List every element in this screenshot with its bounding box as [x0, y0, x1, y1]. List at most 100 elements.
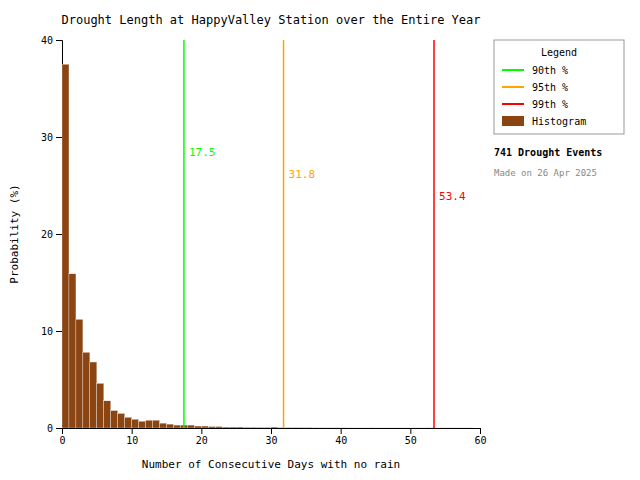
- bar: [250, 427, 257, 428]
- title: Drought Length at HappyValley Station ov…: [61, 13, 480, 27]
- bar: [264, 427, 271, 428]
- legend-swatch: [502, 69, 524, 71]
- legend-swatch: [502, 116, 524, 126]
- bar: [104, 401, 111, 428]
- legend: Legend 90th % 95th % 99th % Histogram: [494, 40, 624, 134]
- percentile-label: 31.8: [289, 168, 316, 181]
- y-tick: 30: [41, 132, 62, 143]
- percentile-line: [183, 40, 185, 428]
- percentile-label: 17.5: [189, 146, 216, 159]
- chart: 010203040506001020304017.531.853.4Drough…: [0, 0, 640, 480]
- y-tick-mark: [56, 137, 62, 138]
- bar: [369, 427, 376, 428]
- bar: [76, 319, 83, 428]
- x-tick: 40: [335, 428, 347, 446]
- y-tick: 0: [47, 423, 62, 434]
- bar: [97, 383, 104, 428]
- x-tick-mark: [410, 428, 411, 434]
- legend-item: 99th %: [502, 99, 568, 110]
- bar: [327, 427, 334, 428]
- legend-item: Histogram: [502, 116, 586, 127]
- legend-item: 90th %: [502, 65, 568, 76]
- bar: [201, 426, 208, 428]
- percentile-line: [283, 40, 285, 428]
- x-tick-label: 0: [59, 435, 65, 446]
- bar: [194, 426, 201, 428]
- bar: [292, 427, 299, 428]
- x-tick-mark: [132, 428, 133, 434]
- bar: [362, 427, 369, 428]
- x-tick: 50: [405, 428, 417, 446]
- bar: [410, 427, 417, 428]
- bar: [417, 427, 424, 428]
- x-axis: 0102030405060: [59, 428, 486, 446]
- x-tick-label: 60: [474, 435, 486, 446]
- bar: [118, 413, 125, 428]
- x-tick: 60: [474, 428, 486, 446]
- bar: [257, 427, 264, 428]
- bar: [208, 427, 215, 428]
- legend-item: 95th %: [502, 82, 568, 93]
- y-tick-mark: [56, 234, 62, 235]
- y-tick-label: 0: [47, 423, 53, 434]
- legend-label: 90th %: [532, 65, 568, 76]
- x-axis-line: [63, 429, 481, 435]
- bar: [438, 427, 445, 428]
- bar: [160, 423, 167, 428]
- bar: [125, 417, 132, 428]
- x-axis-title: Number of Consecutive Days with no rain: [142, 458, 400, 471]
- bar: [341, 427, 348, 428]
- bar: [452, 427, 459, 428]
- bar: [173, 425, 180, 428]
- x-tick-mark: [480, 428, 481, 434]
- bar: [466, 427, 473, 428]
- x-tick: 30: [265, 428, 277, 446]
- bar: [396, 427, 403, 428]
- bar: [306, 427, 313, 428]
- x-tick: 20: [196, 428, 208, 446]
- bar: [69, 274, 76, 428]
- bar: [355, 427, 362, 428]
- plot-area: 010203040506001020304017.531.853.4: [41, 35, 487, 446]
- marks: [62, 40, 473, 428]
- bar: [90, 362, 97, 428]
- bar: [222, 427, 229, 428]
- legend-title: Legend: [541, 47, 577, 58]
- x-tick-label: 50: [405, 435, 417, 446]
- y-tick-mark: [56, 40, 62, 41]
- bar: [424, 427, 431, 428]
- percentile-labels: 17.5 31.8 53.4: [189, 146, 466, 203]
- bar: [132, 419, 139, 428]
- bar: [403, 427, 410, 428]
- y-axis-title: Probability (%): [8, 184, 21, 283]
- bar: [376, 427, 383, 428]
- legend-swatch: [502, 86, 524, 88]
- bar: [313, 427, 320, 428]
- y-tick-label: 10: [41, 326, 53, 337]
- bar: [111, 411, 118, 428]
- bar: [271, 427, 278, 428]
- events-note: 741 Drought Events: [494, 147, 602, 158]
- bar: [243, 427, 250, 428]
- bar: [445, 427, 452, 428]
- bar: [299, 427, 306, 428]
- bar: [236, 427, 243, 428]
- y-tick-label: 20: [41, 229, 53, 240]
- y-tick: 40: [41, 35, 62, 46]
- legend-label: 99th %: [532, 99, 568, 110]
- bar: [215, 427, 222, 428]
- legend-swatch: [502, 103, 524, 105]
- bar: [167, 424, 174, 428]
- legend-label: Histogram: [532, 116, 586, 127]
- y-tick: 10: [41, 326, 62, 337]
- bar: [459, 427, 466, 428]
- percentile-line: [433, 40, 435, 428]
- bar: [187, 425, 194, 428]
- percentile-label: 53.4: [439, 190, 466, 203]
- bar: [334, 427, 341, 428]
- y-tick-label: 40: [41, 35, 53, 46]
- bar: [285, 427, 292, 428]
- bar: [389, 427, 396, 428]
- legend-label: 95th %: [532, 82, 568, 93]
- y-axis-line: [56, 41, 63, 429]
